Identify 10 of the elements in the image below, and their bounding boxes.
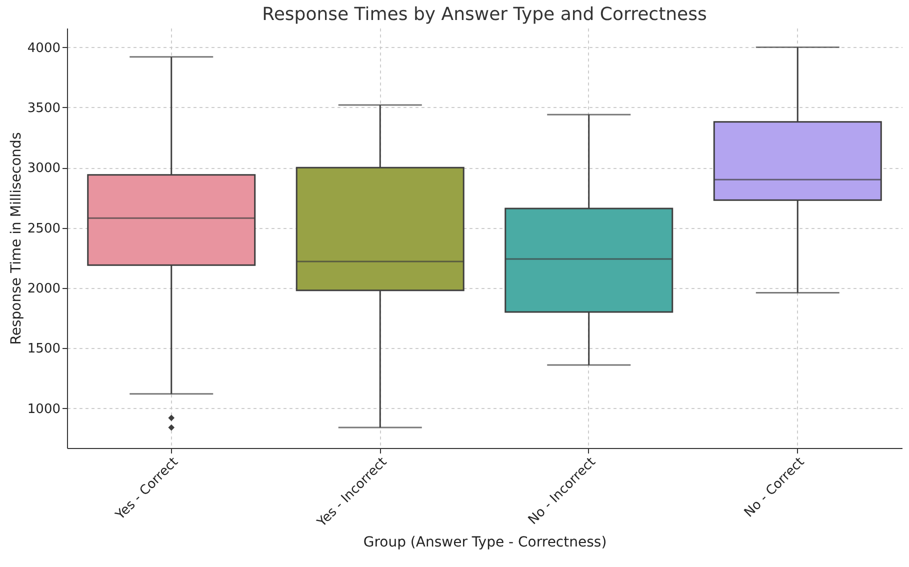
y-axis-title: Response Time in Milliseconds	[8, 132, 24, 345]
chart-title: Response Times by Answer Type and Correctness	[262, 4, 707, 25]
y-tick-label: 1000	[27, 402, 60, 417]
y-tick-label: 3000	[27, 161, 60, 176]
y-tick-label: 1500	[27, 342, 60, 357]
y-tick-label: 3500	[27, 100, 60, 116]
y-tick-label: 2500	[27, 221, 60, 236]
y-tick-label: 4000	[27, 40, 60, 56]
x-axis-title: Group (Answer Type - Correctness)	[363, 534, 607, 550]
y-tick-label: 2000	[27, 281, 60, 296]
